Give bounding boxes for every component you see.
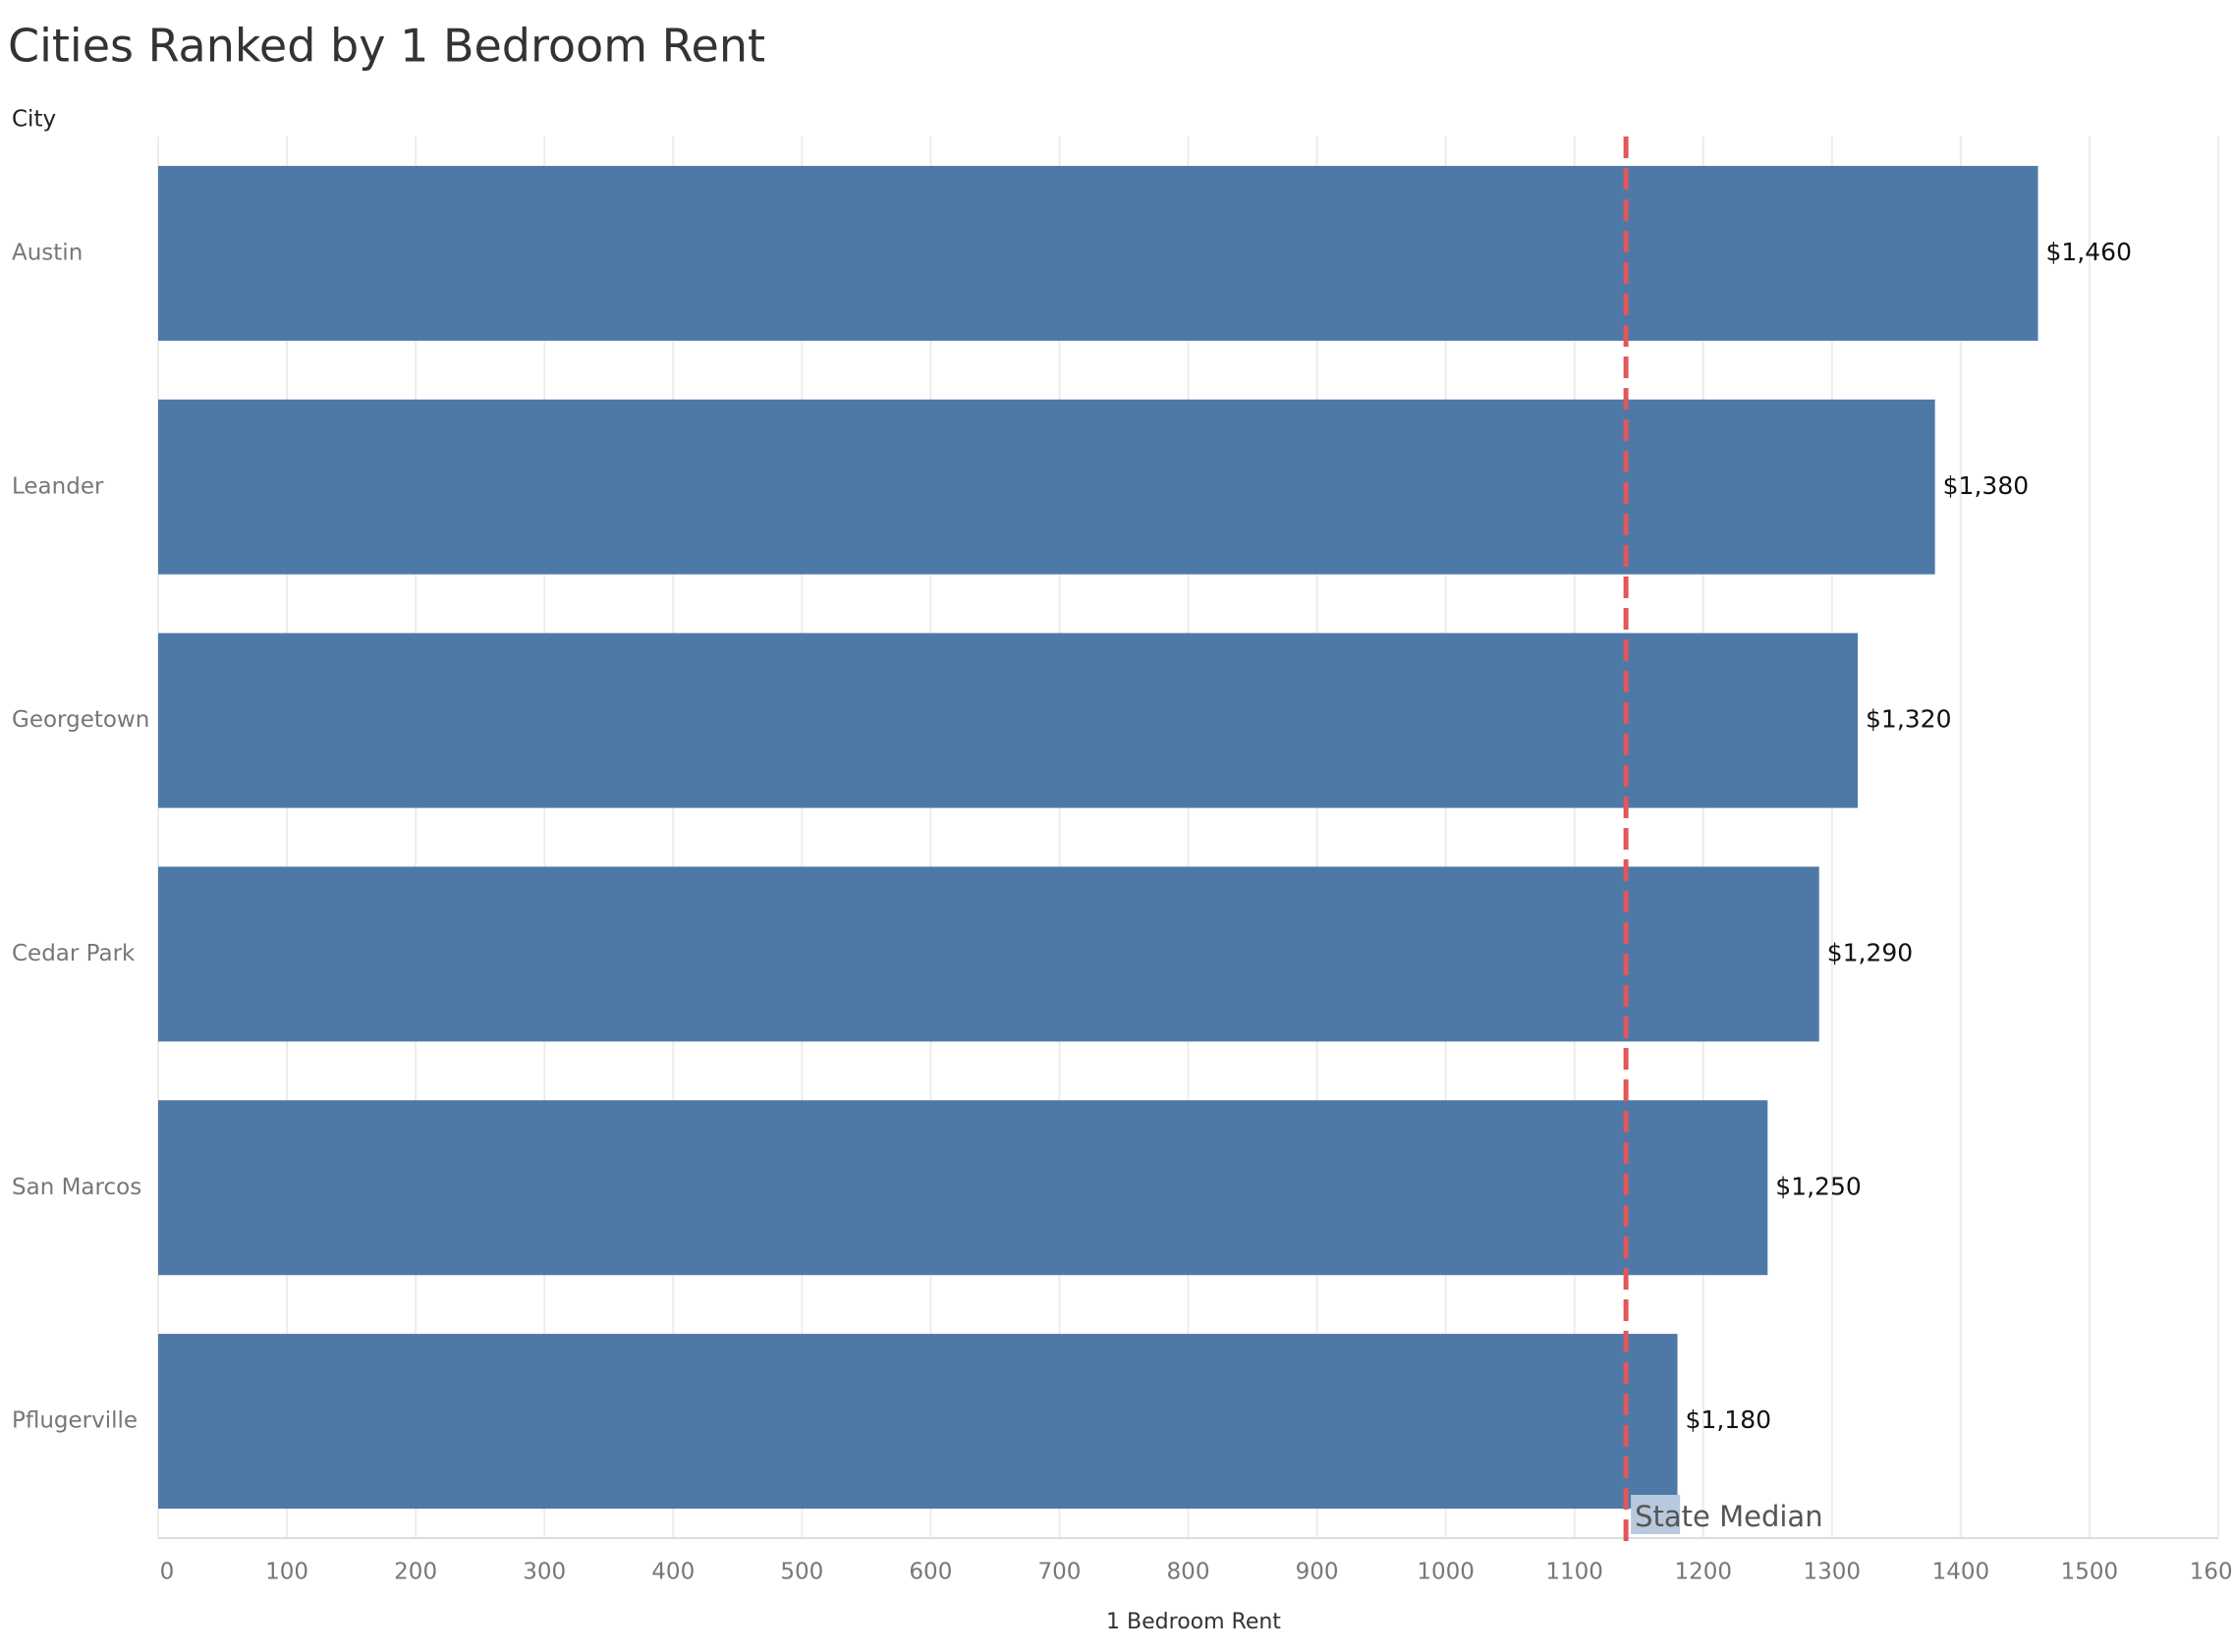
bar (158, 1334, 1678, 1510)
x-tick-label: 1300 (1804, 1560, 1862, 1585)
x-tick-label: 800 (1167, 1560, 1210, 1585)
bar (158, 1100, 1768, 1276)
x-tick-label: 300 (523, 1560, 566, 1585)
value-label: $1,320 (1866, 705, 1951, 734)
reference-label: State Median (1635, 1500, 1822, 1533)
y-tick-label: San Marcos (12, 1175, 141, 1200)
x-tick-label: 1500 (2061, 1560, 2119, 1585)
x-tick-label: 500 (780, 1560, 823, 1585)
x-tick-label: 1600 (2190, 1560, 2232, 1585)
x-axis-title: 1 Bedroom Rent (1106, 1610, 1281, 1634)
x-tick-label: 1400 (1932, 1560, 1990, 1585)
x-tick-label: 1000 (1417, 1560, 1475, 1585)
x-tick-label: 900 (1296, 1560, 1339, 1585)
x-tick-label: 1200 (1674, 1560, 1732, 1585)
y-tick-label: Austin (12, 240, 83, 265)
y-tick-label: Cedar Park (12, 941, 136, 966)
y-tick-label: Leander (12, 473, 104, 499)
value-label: $1,460 (2046, 238, 2132, 266)
x-tick-label: 100 (265, 1560, 308, 1585)
x-tick-label: 200 (394, 1560, 437, 1585)
y-tick-label: Georgetown (12, 707, 149, 733)
value-label: $1,250 (1775, 1172, 1861, 1200)
reference-label-box (1631, 1495, 1681, 1534)
bar (158, 866, 1819, 1042)
value-label: $1,290 (1827, 938, 1913, 966)
x-tick-label: 600 (909, 1560, 952, 1585)
value-label: $1,180 (1686, 1405, 1771, 1434)
x-tick-label: 700 (1037, 1560, 1081, 1585)
y-tick-label: Pflugerville (12, 1408, 138, 1434)
bar (158, 165, 2038, 341)
x-tick-label: 400 (651, 1560, 695, 1585)
x-tick-label: 1100 (1545, 1560, 1603, 1585)
y-axis-title: City (12, 107, 56, 133)
bar (158, 633, 1859, 808)
x-tick-label: 0 (160, 1560, 175, 1585)
chart-title: Cities Ranked by 1 Bedroom Rent (8, 20, 765, 73)
bar (158, 399, 1935, 575)
value-label: $1,380 (1943, 471, 2029, 500)
